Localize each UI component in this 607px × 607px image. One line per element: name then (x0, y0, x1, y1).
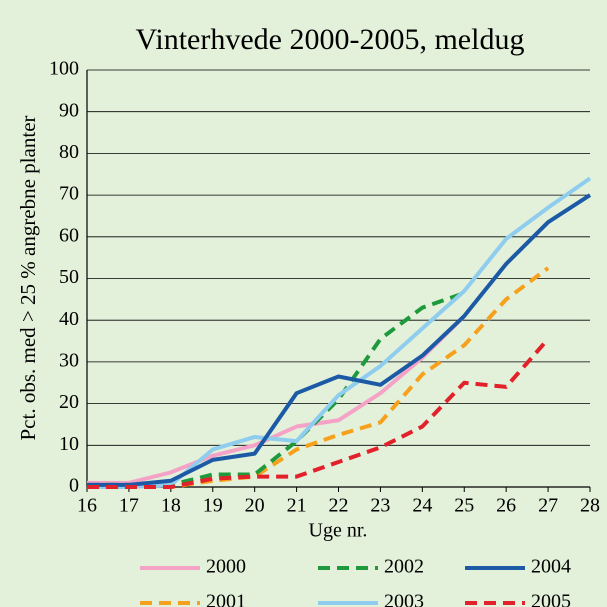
x-tick-label: 19 (203, 495, 223, 517)
legend-label: 2003 (384, 591, 424, 607)
legend-label: 2004 (531, 556, 571, 578)
y-tick-label: 100 (49, 58, 79, 80)
x-tick-label: 28 (580, 495, 600, 517)
legend-label: 2000 (206, 556, 246, 578)
x-tick-label: 20 (245, 495, 265, 517)
y-tick-label: 80 (59, 141, 79, 163)
y-tick-label: 90 (59, 99, 79, 121)
legend-label: 2001 (206, 591, 246, 607)
y-tick-label: 0 (69, 475, 79, 497)
data-line (87, 176, 592, 489)
x-tick-label: 26 (496, 495, 516, 517)
x-tick-label: 27 (538, 495, 558, 517)
data-line (87, 314, 466, 485)
x-tick-label: 25 (454, 495, 474, 517)
y-tick-label: 20 (59, 391, 79, 413)
x-tick-label: 17 (119, 495, 139, 517)
y-tick-label: 40 (59, 308, 79, 330)
y-tick-label: 70 (59, 183, 79, 205)
y-axis-label: Pct. obs. med > 25 % angrebne planter (16, 115, 40, 440)
y-tick-label: 10 (59, 433, 79, 455)
data-line (87, 193, 592, 487)
x-tick-label: 23 (370, 495, 390, 517)
legend-label: 2005 (531, 591, 571, 607)
x-tick-label: 24 (412, 495, 432, 517)
x-tick-label: 22 (329, 495, 349, 517)
x-tick-label: 21 (287, 495, 307, 517)
x-tick-label: 18 (161, 495, 181, 517)
x-tick-label: 16 (77, 495, 97, 517)
y-tick-label: 50 (59, 266, 79, 288)
x-axis-label: Uge nr. (309, 520, 368, 542)
data-line (87, 337, 550, 489)
chart-title: Vinterhvede 2000-2005, meldug (136, 23, 525, 56)
y-tick-label: 60 (59, 224, 79, 246)
legend-label: 2002 (384, 556, 424, 578)
y-tick-label: 30 (59, 349, 79, 371)
